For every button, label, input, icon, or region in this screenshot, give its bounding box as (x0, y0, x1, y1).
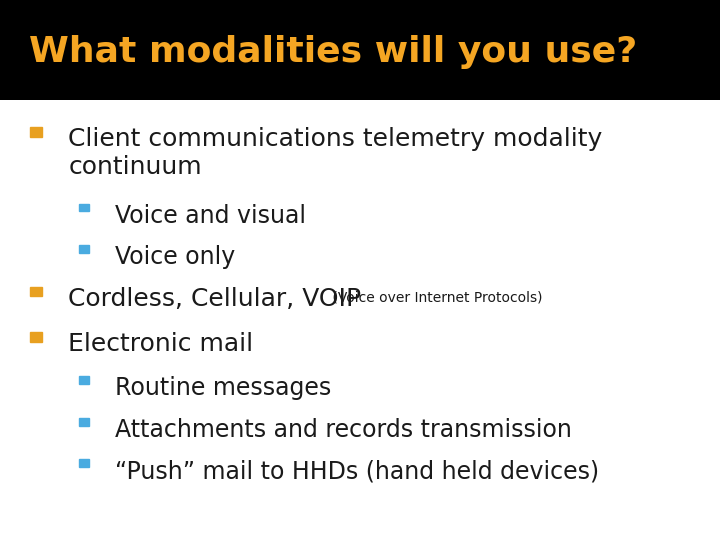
Text: Cordless, Cellular, VOIP: Cordless, Cellular, VOIP (68, 287, 361, 310)
Text: “Push” mail to HHDs (hand held devices): “Push” mail to HHDs (hand held devices) (115, 459, 599, 483)
Bar (79, 376, 89, 384)
Bar (30, 127, 42, 137)
Bar (79, 245, 89, 253)
Text: Routine messages: Routine messages (115, 376, 331, 400)
Bar (79, 204, 89, 212)
Text: Voice and visual: Voice and visual (115, 204, 306, 228)
Text: Attachments and records transmission: Attachments and records transmission (115, 417, 572, 442)
Text: What modalities will you use?: What modalities will you use? (29, 35, 637, 69)
Bar (79, 459, 89, 467)
Bar (30, 287, 42, 296)
Text: (Voice over Internet Protocols): (Voice over Internet Protocols) (328, 290, 542, 304)
Text: Electronic mail: Electronic mail (68, 333, 253, 356)
Text: Client communications telemetry modality
continuum: Client communications telemetry modality… (68, 127, 603, 179)
Bar (30, 333, 42, 342)
Text: Voice only: Voice only (115, 245, 235, 269)
Bar (79, 417, 89, 426)
